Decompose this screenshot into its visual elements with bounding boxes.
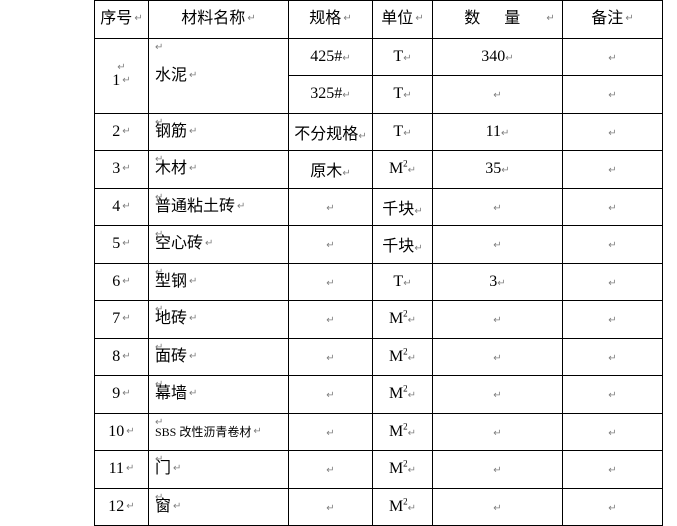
hdr-spec: 规格↵ — [289, 1, 373, 39]
cell-unit: T↵ — [373, 113, 433, 151]
cell-name: ↵ 窗↵ — [149, 488, 289, 526]
cell-qty: 35↵ — [433, 151, 563, 189]
cell-unit: M2↵ — [373, 376, 433, 414]
table-row: 11↵ ↵ 门↵ ↵M2↵↵↵ — [95, 451, 663, 489]
hdr-unit: 单位↵ — [373, 1, 433, 39]
cell-qty: ↵ — [433, 226, 563, 264]
cell-seq: 8↵ — [95, 338, 149, 376]
cell-qty: ↵ — [433, 488, 563, 526]
cell-qty: ↵ — [433, 413, 563, 451]
cell-qty: 3↵ — [433, 263, 563, 301]
cell-seq: 4↵ — [95, 188, 149, 226]
cell-spec: ↵ — [289, 301, 373, 339]
table-row: 3↵ ↵ 木材↵ 原木↵M2↵35↵↵ — [95, 151, 663, 189]
cell-unit: 千块↵ — [373, 188, 433, 226]
cell-name: ↵ 水泥↵ — [149, 38, 289, 113]
cell-qty: 340↵ — [433, 38, 563, 76]
cell-unit: T↵ — [373, 76, 433, 114]
cell-spec: 325#↵ — [289, 76, 373, 114]
cell-qty: ↵ — [433, 301, 563, 339]
cell-note: ↵ — [563, 226, 663, 264]
cell-seq: 5↵ — [95, 226, 149, 264]
table-header-row: 序号↵ 材料名称↵ 规格↵ 单位↵ 数量↵ 备注↵ — [95, 1, 663, 39]
table-row: 5↵ ↵ 空心砖↵ ↵千块↵↵↵ — [95, 226, 663, 264]
cell-unit: T↵ — [373, 263, 433, 301]
cell-name: ↵ 木材↵ — [149, 151, 289, 189]
cell-seq: 3↵ — [95, 151, 149, 189]
cell-spec: ↵ — [289, 376, 373, 414]
table-row: 7↵ ↵ 地砖↵ ↵M2↵↵↵ — [95, 301, 663, 339]
cell-spec: ↵ — [289, 263, 373, 301]
cell-qty: ↵ — [433, 451, 563, 489]
cell-spec: ↵ — [289, 488, 373, 526]
cell-qty: ↵ — [433, 188, 563, 226]
table-row: 2↵ ↵ 钢筋↵ 不分规格↵T↵11↵↵ — [95, 113, 663, 151]
cell-unit: M2↵ — [373, 413, 433, 451]
cell-unit: M2↵ — [373, 338, 433, 376]
cell-seq: 12↵ — [95, 488, 149, 526]
table-row: 8↵ ↵ 面砖↵ ↵M2↵↵↵ — [95, 338, 663, 376]
cell-seq: 9↵ — [95, 376, 149, 414]
table-row: 12↵ ↵ 窗↵ ↵M2↵↵↵ — [95, 488, 663, 526]
cell-note: ↵ — [563, 301, 663, 339]
cell-unit: 千块↵ — [373, 226, 433, 264]
cell-note: ↵ — [563, 151, 663, 189]
cell-note: ↵ — [563, 413, 663, 451]
table-row: 4↵ ↵ 普通粘土砖↵ ↵千块↵↵↵ — [95, 188, 663, 226]
cell-spec: 425#↵ — [289, 38, 373, 76]
cell-name: ↵ 普通粘土砖↵ — [149, 188, 289, 226]
cell-note: ↵ — [563, 263, 663, 301]
cell-seq: 2↵ — [95, 113, 149, 151]
cell-qty: ↵ — [433, 338, 563, 376]
cell-spec: ↵ — [289, 413, 373, 451]
cell-qty: ↵ — [433, 76, 563, 114]
cell-qty: ↵ — [433, 376, 563, 414]
cell-unit: M2↵ — [373, 451, 433, 489]
cell-name: ↵ 面砖↵ — [149, 338, 289, 376]
materials-table: 序号↵ 材料名称↵ 规格↵ 单位↵ 数量↵ 备注↵ ↵ 1↵ ↵ 水泥↵ 425… — [94, 0, 663, 526]
cell-spec: 不分规格↵ — [289, 113, 373, 151]
cell-note: ↵ — [563, 38, 663, 76]
cell-seq: 10↵ — [95, 413, 149, 451]
hdr-note: 备注↵ — [563, 1, 663, 39]
cell-spec: ↵ — [289, 226, 373, 264]
cell-spec: ↵ — [289, 451, 373, 489]
cell-name: ↵ 地砖↵ — [149, 301, 289, 339]
cell-qty: 11↵ — [433, 113, 563, 151]
cell-note: ↵ — [563, 376, 663, 414]
cell-name: ↵ SBS 改性沥青卷材↵ — [149, 413, 289, 451]
cell-name: ↵ 幕墙↵ — [149, 376, 289, 414]
cell-unit: M2↵ — [373, 488, 433, 526]
cell-spec: ↵ — [289, 188, 373, 226]
cell-seq: 7↵ — [95, 301, 149, 339]
cell-note: ↵ — [563, 188, 663, 226]
cell-name: ↵ 钢筋↵ — [149, 113, 289, 151]
cell-name: ↵ 空心砖↵ — [149, 226, 289, 264]
cell-unit: M2↵ — [373, 151, 433, 189]
hdr-qty: 数量↵ — [433, 1, 563, 39]
cell-name: ↵ 型钢↵ — [149, 263, 289, 301]
hdr-seq: 序号↵ — [95, 1, 149, 39]
table-row: 6↵ ↵ 型钢↵ ↵T↵3↵↵ — [95, 263, 663, 301]
cell-note: ↵ — [563, 76, 663, 114]
cell-seq: 11↵ — [95, 451, 149, 489]
cell-note: ↵ — [563, 488, 663, 526]
cell-name: ↵ 门↵ — [149, 451, 289, 489]
table-row: 9↵ ↵ 幕墙↵ ↵M2↵↵↵ — [95, 376, 663, 414]
cell-spec: 原木↵ — [289, 151, 373, 189]
cell-seq: ↵ 1↵ — [95, 38, 149, 113]
cell-unit: T↵ — [373, 38, 433, 76]
table-row: 10↵ ↵ SBS 改性沥青卷材↵ ↵M2↵↵↵ — [95, 413, 663, 451]
table-row: ↵ 1↵ ↵ 水泥↵ 425#↵T↵340↵↵ — [95, 38, 663, 76]
hdr-name: 材料名称↵ — [149, 1, 289, 39]
cell-unit: M2↵ — [373, 301, 433, 339]
cell-spec: ↵ — [289, 338, 373, 376]
table-body: ↵ 1↵ ↵ 水泥↵ 425#↵T↵340↵↵325#↵T↵↵↵ 2↵ ↵ 钢筋… — [95, 38, 663, 526]
cell-note: ↵ — [563, 113, 663, 151]
cell-note: ↵ — [563, 451, 663, 489]
cell-seq: 6↵ — [95, 263, 149, 301]
cell-note: ↵ — [563, 338, 663, 376]
